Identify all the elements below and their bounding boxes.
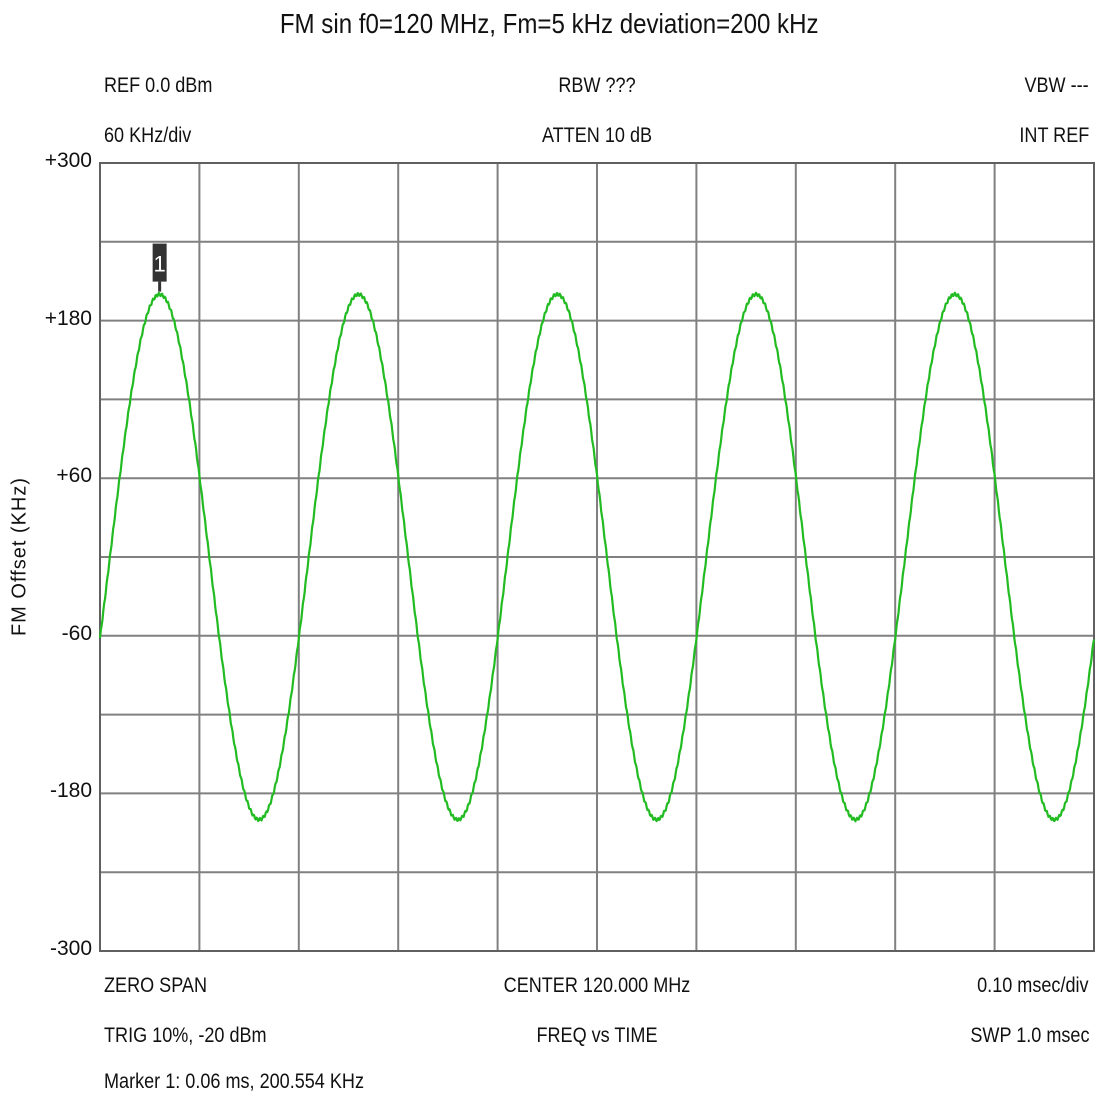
trigger-readout: TRIG 10%, -20 dBm <box>104 1024 267 1047</box>
y-tick-label: +60 <box>56 464 92 488</box>
atten-readout: ATTEN 10 dB <box>541 124 653 147</box>
y-tick-label: -300 <box>49 937 92 960</box>
time-div-readout: 0.10 msec/div <box>977 974 1089 997</box>
rbw-readout: RBW ??? <box>558 74 636 97</box>
marker-label: 1 <box>154 252 166 277</box>
y-tick-label: +300 <box>44 149 92 172</box>
y-tick-label: -60 <box>61 621 92 645</box>
marker-readout: Marker 1: 0.06 ms, 200.554 KHz <box>104 1070 364 1093</box>
marker-flag <box>152 243 167 282</box>
zero-span-readout: ZERO SPAN <box>104 974 208 997</box>
scale-readout: 60 KHz/div <box>104 124 192 147</box>
trace-line <box>98 291 1096 823</box>
vbw-readout: VBW --- <box>1024 74 1089 97</box>
int-ref-readout: INT REF <box>1019 124 1089 147</box>
sweep-readout: SWP 1.0 msec <box>969 1024 1089 1047</box>
ref-level: REF 0.0 dBm <box>104 74 213 97</box>
y-tick-label: +180 <box>44 306 92 330</box>
chart-title: FM sin f0=120 MHz, Fm=5 kHz deviation=20… <box>280 8 819 39</box>
mode-readout: FREQ vs TIME <box>536 1024 658 1047</box>
center-freq-readout: CENTER 120.000 MHz <box>503 974 691 997</box>
plot-frame <box>99 162 1095 952</box>
y-tick-label: -180 <box>49 779 92 803</box>
